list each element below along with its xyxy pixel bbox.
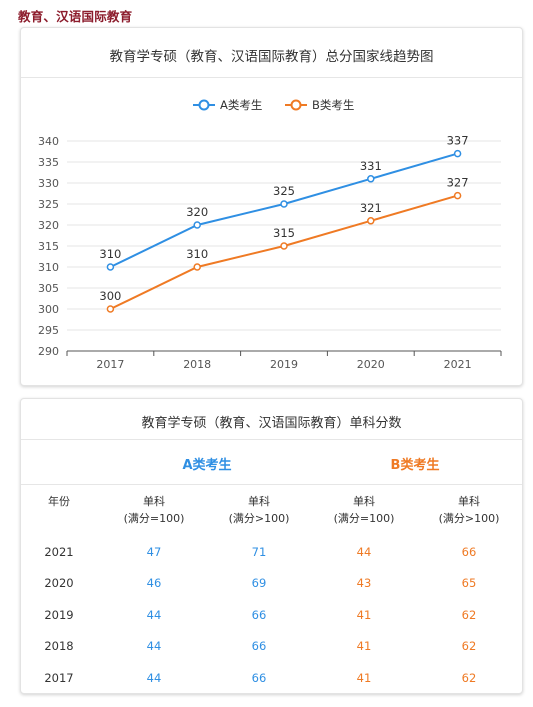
table-row: 2017 44 66 41 62 — [21, 671, 522, 691]
table-title: 教育学专硕（教育、汉语国际教育）单科分数 — [141, 416, 402, 431]
y-tick-label: 310 — [38, 261, 59, 274]
score-cell: 65 — [461, 576, 477, 590]
x-tick-label: 2018 — [183, 358, 211, 371]
data-label: 310 — [99, 247, 121, 261]
data-point — [453, 191, 462, 200]
score-cell: 41 — [356, 671, 372, 685]
score-cell: 66 — [251, 608, 267, 622]
table-row: 2021 47 71 44 66 — [21, 545, 522, 565]
data-point — [280, 200, 288, 208]
legend-label: B类考生 — [312, 98, 354, 112]
score-cell: 41 — [356, 608, 372, 622]
score-cell: 69 — [251, 576, 267, 590]
data-label: 337 — [447, 134, 469, 148]
year-cell: 2017 — [44, 671, 74, 685]
score-cell: 44 — [146, 639, 162, 653]
table-row: 2020 46 69 43 65 — [21, 576, 522, 596]
series-line — [109, 194, 458, 310]
data-label: 320 — [186, 205, 208, 219]
score-table-card: 教育学专硕（教育、汉语国际教育）单科分数 A类考生 B类考生 年份 单科 (满分=… — [20, 398, 523, 694]
score-cell: 66 — [251, 671, 267, 685]
column-header: 单科 (满分=100) — [333, 495, 395, 525]
year-cell: 2020 — [44, 576, 74, 590]
y-tick-label: 330 — [38, 177, 59, 190]
y-tick-label: 335 — [38, 156, 59, 169]
y-tick-label: 295 — [38, 324, 59, 337]
data-point — [453, 149, 462, 158]
data-point — [106, 263, 115, 271]
score-cell: 62 — [461, 671, 477, 685]
y-tick-label: 305 — [38, 282, 59, 295]
data-label: 327 — [447, 176, 469, 190]
data-point — [193, 221, 201, 229]
line-chart: 290 295 300 305 310 315 320 325 330 335 340 2017 201… — [38, 98, 502, 371]
legend-marker — [198, 99, 210, 111]
score-cell: 46 — [146, 576, 162, 590]
score-cell: 44 — [146, 671, 162, 685]
data-point — [367, 175, 375, 183]
column-header: 单科 (满分>100) — [438, 495, 500, 525]
y-tick-label: 300 — [38, 303, 59, 316]
legend-marker — [290, 99, 302, 111]
data-point — [193, 263, 201, 271]
x-tick-label: 2019 — [270, 358, 298, 371]
data-label: 300 — [99, 289, 121, 303]
divider — [21, 484, 522, 485]
x-tick-label: 2017 — [96, 358, 124, 371]
data-label: 321 — [360, 201, 382, 215]
y-tick-label: 290 — [38, 345, 59, 358]
chart-title: 教育学专硕（教育、汉语国际教育）总分国家线趋势图 — [21, 28, 522, 78]
x-tick-label: 2021 — [444, 358, 472, 371]
score-cell: 66 — [461, 545, 477, 559]
y-tick-label: 320 — [38, 219, 59, 232]
score-cell: 47 — [146, 545, 162, 559]
score-cell: 44 — [356, 545, 372, 559]
column-header: 单科 (满分>100) — [228, 495, 290, 525]
table-row: 2018 44 66 41 62 — [21, 639, 522, 659]
column-header: 单科 (满分=100) — [123, 495, 185, 525]
year-column-header: 年份 — [48, 495, 70, 508]
data-label: 331 — [360, 159, 382, 173]
y-tick-label: 340 — [38, 135, 59, 148]
table-row: 2019 44 66 41 62 — [21, 608, 522, 628]
y-tick-label: 315 — [38, 240, 59, 253]
chart-card: 教育学专硕（教育、汉语国际教育）总分国家线趋势图 290 295 300 305 310… — [20, 27, 523, 386]
group-a-label: A类考生 — [182, 458, 232, 473]
data-label: 315 — [273, 226, 295, 240]
group-b-label: B类考生 — [390, 458, 440, 473]
legend-label: A类考生 — [220, 98, 262, 112]
score-cell: 43 — [356, 576, 372, 590]
data-label: 325 — [273, 184, 295, 198]
score-cell: 66 — [251, 639, 267, 653]
divider — [21, 439, 522, 440]
x-tick-label: 2020 — [357, 358, 385, 371]
score-cell: 62 — [461, 639, 477, 653]
data-label: 310 — [186, 247, 208, 261]
data-point — [106, 305, 115, 313]
score-cell: 44 — [146, 608, 162, 622]
year-cell: 2018 — [44, 639, 74, 653]
score-cell: 41 — [356, 639, 372, 653]
score-cell: 71 — [251, 545, 267, 559]
score-cell: 62 — [461, 608, 477, 622]
page-heading: 教育、汉语国际教育 — [18, 9, 133, 24]
data-point — [280, 242, 288, 250]
data-point — [367, 217, 375, 225]
year-cell: 2021 — [44, 545, 74, 559]
year-cell: 2019 — [44, 608, 74, 622]
y-tick-label: 325 — [38, 198, 59, 211]
